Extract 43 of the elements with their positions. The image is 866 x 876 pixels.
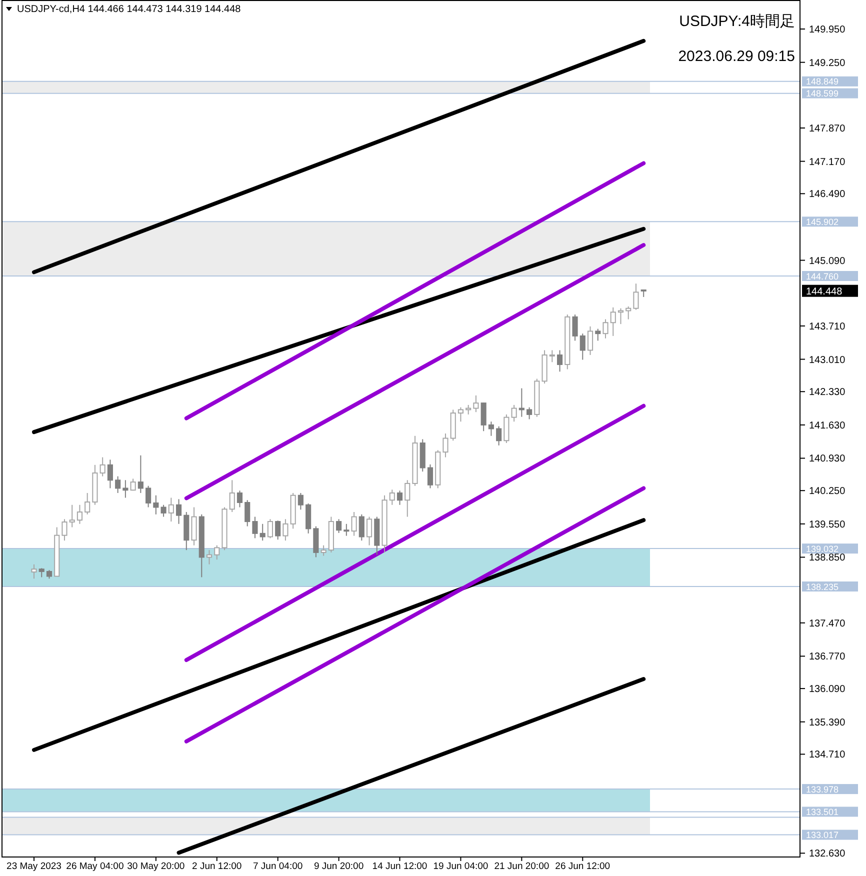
y-tick-label: 136.090 <box>809 684 846 696</box>
y-tick-label: 143.710 <box>809 321 846 332</box>
x-tick-label: 30 May 20:00 <box>127 861 185 872</box>
x-tick-label: 21 Jun 20:00 <box>494 861 550 872</box>
y-tick-label: 143.010 <box>809 354 846 366</box>
annotation: USDJPY-cd,H4 144.466 144.473 144.319 144.448 <box>17 4 242 15</box>
y-tick-label: 146.490 <box>809 189 846 200</box>
y-tick-label: 140.250 <box>809 486 846 498</box>
ref-line-label: 148.599 <box>806 88 839 99</box>
y-tick-label: 145.090 <box>809 256 846 267</box>
y-tick-label: 140.930 <box>809 454 846 465</box>
y-tick-label: 134.710 <box>809 750 846 761</box>
text: 144.448 <box>806 286 843 298</box>
ref-line-label: 145.902 <box>806 216 839 227</box>
y-tick-label: 139.550 <box>809 519 846 530</box>
x-tick-label: 2 Jun 12:00 <box>192 861 242 872</box>
y-tick-label: 136.770 <box>809 652 846 663</box>
ref-line-label: 138.235 <box>806 582 839 592</box>
ref-line-label: 148.849 <box>806 76 839 87</box>
ref-line-label: 133.978 <box>806 784 839 794</box>
ref-line-label: 133.501 <box>806 807 839 818</box>
y-tick-label: 147.870 <box>809 124 846 135</box>
y-tick-label: 142.330 <box>809 387 846 398</box>
y-tick-label: 135.390 <box>809 717 846 728</box>
y-tick-label: 149.950 <box>809 24 846 36</box>
ref-line-label: 139.032 <box>806 544 839 554</box>
text: USDJPY:4時間足 <box>679 13 795 30</box>
y-tick-label: 147.170 <box>809 156 846 168</box>
x-tick-label: 19 Jun 04:00 <box>433 861 488 872</box>
x-tick-label: 14 Jun 12:00 <box>372 861 428 872</box>
x-tick-label: 23 May 2023 <box>6 861 62 872</box>
y-tick-label: 138.850 <box>809 552 846 564</box>
x-tick-label: 7 Jun 04:00 <box>253 861 303 872</box>
y-tick-label: 149.250 <box>809 58 846 69</box>
x-tick-label: 26 May 04:00 <box>66 861 124 872</box>
x-tick-label: 9 Jun 20:00 <box>314 861 364 872</box>
ref-line-label: 133.017 <box>806 830 839 840</box>
ref-line-label: 144.760 <box>806 271 839 282</box>
y-tick-label: 137.470 <box>809 618 846 630</box>
x-tick-label: 26 Jun 12:00 <box>555 861 610 872</box>
text: 2023.06.29 09:15 <box>678 48 795 65</box>
y-tick-label: 141.630 <box>809 420 846 432</box>
y-tick-label: 132.630 <box>809 848 846 860</box>
